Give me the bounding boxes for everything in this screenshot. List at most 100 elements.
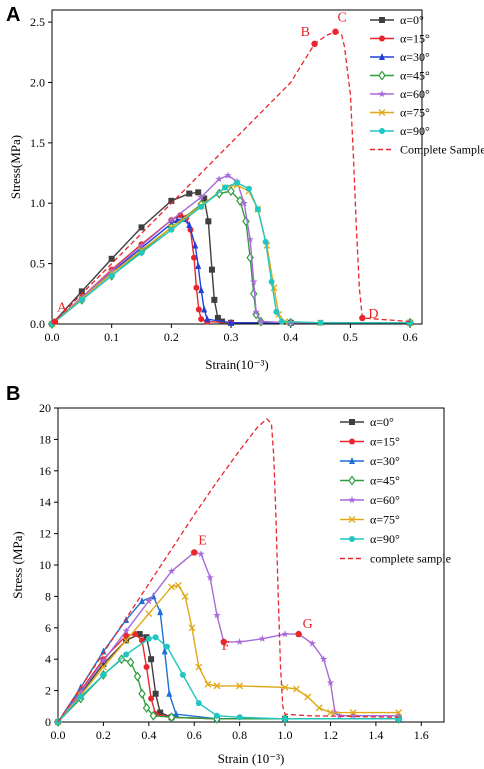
x-tick-label-b: 1.0 bbox=[278, 728, 293, 742]
series-a-4 bbox=[48, 171, 414, 328]
series-line-a-1 bbox=[51, 214, 411, 325]
data-point-b-4 bbox=[206, 573, 214, 581]
data-point-b-5 bbox=[327, 709, 334, 717]
x-tick-label-a: 0.6 bbox=[403, 330, 418, 344]
y-axis-title-a: Stress(MPa) bbox=[8, 135, 23, 199]
legend-marker-b-2 bbox=[349, 457, 355, 464]
series-a-7 bbox=[51, 31, 411, 325]
data-point-b-2 bbox=[166, 689, 173, 697]
legend-marker-a-4 bbox=[378, 90, 386, 98]
data-point-a-6 bbox=[108, 272, 115, 279]
legend-marker-b-6 bbox=[349, 536, 355, 542]
data-point-b-5 bbox=[99, 663, 107, 671]
data-point-b-4 bbox=[281, 630, 289, 638]
x-tick-label-b: 0.8 bbox=[232, 728, 247, 742]
data-point-b-5 bbox=[122, 636, 130, 644]
legend-marker-a-3 bbox=[378, 70, 386, 81]
series-b-4 bbox=[54, 548, 403, 726]
data-point-a-6 bbox=[234, 179, 240, 186]
legend-marker-b-1 bbox=[349, 438, 355, 445]
data-point-a-1 bbox=[195, 306, 202, 313]
data-point-b-5 bbox=[395, 709, 403, 717]
data-point-b-5 bbox=[349, 709, 357, 717]
data-point-b-6 bbox=[213, 712, 220, 719]
annotation-point-F bbox=[220, 638, 227, 646]
annotation-point-C bbox=[332, 28, 339, 35]
data-point-b-5 bbox=[236, 682, 244, 690]
series-b-6 bbox=[55, 634, 402, 725]
data-point-b-4 bbox=[319, 655, 328, 663]
annotation-label-B: B bbox=[301, 25, 310, 40]
data-point-a-0 bbox=[205, 218, 212, 225]
x-tick-label-b: 0.6 bbox=[187, 728, 202, 742]
legend-marker-a-0 bbox=[379, 17, 385, 23]
data-point-a-4 bbox=[197, 193, 205, 201]
data-point-a-0 bbox=[208, 266, 215, 273]
data-point-b-2 bbox=[161, 647, 168, 655]
annotation-point-B bbox=[311, 40, 318, 48]
data-point-b-4 bbox=[122, 626, 130, 635]
data-point-a-4 bbox=[257, 317, 265, 325]
x-tick-label-a: 0.2 bbox=[164, 330, 179, 344]
x-tick-label-b: 1.4 bbox=[368, 728, 383, 742]
data-point-b-5 bbox=[213, 682, 221, 690]
data-point-b-4 bbox=[76, 688, 85, 696]
legend-marker-a-6 bbox=[379, 128, 385, 134]
data-point-a-6 bbox=[407, 319, 414, 326]
legend-label-b-2: α=30° bbox=[370, 454, 400, 468]
data-point-b-6 bbox=[145, 635, 152, 642]
data-point-a-6 bbox=[278, 318, 285, 325]
data-point-a-2 bbox=[198, 286, 205, 294]
legend-item-a-3: α=45° bbox=[370, 69, 430, 83]
data-point-b-6 bbox=[123, 651, 130, 658]
data-point-a-6 bbox=[78, 296, 85, 303]
legend-item-a-4: α=60° bbox=[370, 87, 430, 101]
data-point-b-6 bbox=[179, 671, 186, 678]
data-point-a-4 bbox=[224, 171, 232, 179]
x-tick-label-a: 0.4 bbox=[283, 330, 298, 344]
data-point-a-2 bbox=[186, 220, 193, 228]
annotation-point-D bbox=[359, 314, 366, 322]
y-tick-label-a: 1.0 bbox=[30, 196, 45, 210]
data-point-b-4 bbox=[335, 711, 344, 719]
data-point-b-5 bbox=[315, 704, 323, 712]
x-tick-label-a: 0.3 bbox=[224, 330, 239, 344]
data-point-b-3 bbox=[133, 671, 142, 682]
legend-item-a-2: α=30° bbox=[370, 50, 430, 64]
series-line-a-4 bbox=[51, 174, 411, 325]
data-point-b-0 bbox=[148, 656, 155, 663]
series-line-a-2 bbox=[51, 218, 411, 325]
data-point-a-4 bbox=[215, 175, 223, 183]
annotation-point-A bbox=[51, 318, 59, 325]
data-point-b-4 bbox=[99, 656, 108, 665]
legend-label-a-1: α=15° bbox=[400, 32, 430, 46]
legend-label-b-1: α=15° bbox=[370, 435, 400, 449]
data-point-b-5 bbox=[188, 624, 196, 632]
legend-marker-b-5 bbox=[348, 516, 356, 523]
data-point-a-6 bbox=[198, 203, 205, 210]
series-line-b-2 bbox=[57, 595, 399, 723]
data-point-a-0 bbox=[201, 195, 208, 202]
data-point-a-6 bbox=[245, 185, 252, 192]
legend-item-b-2: α=30° bbox=[340, 454, 400, 468]
plot-frame-a bbox=[51, 9, 423, 325]
data-point-b-5 bbox=[168, 583, 175, 591]
legend-item-b-1: α=15° bbox=[340, 435, 400, 449]
legend-b: α=0° α=15° α=30° α=45° α=60° α=75° α=90° comple… bbox=[340, 415, 451, 566]
legend-item-a-5: α=75° bbox=[370, 106, 430, 120]
data-point-b-5 bbox=[304, 693, 312, 701]
legend-item-a-7: Complete Sample bbox=[370, 143, 484, 157]
y-tick-label-b: 12 bbox=[39, 527, 51, 541]
panel-letter-a: A bbox=[6, 4, 20, 26]
data-point-a-6 bbox=[262, 238, 269, 245]
legend-label-a-6: α=90° bbox=[400, 124, 430, 138]
annotations-b: E F G bbox=[191, 533, 313, 654]
data-point-b-1 bbox=[148, 695, 155, 702]
y-tick-label-a: 0.0 bbox=[30, 317, 45, 331]
legend-item-b-4: α=60° bbox=[340, 493, 400, 507]
legend-item-a-1: α=15° bbox=[370, 32, 430, 46]
data-point-a-3 bbox=[227, 186, 235, 197]
data-point-b-4 bbox=[308, 639, 317, 647]
x-tick-label-a: 0.5 bbox=[343, 330, 358, 344]
data-point-b-0 bbox=[152, 690, 159, 697]
